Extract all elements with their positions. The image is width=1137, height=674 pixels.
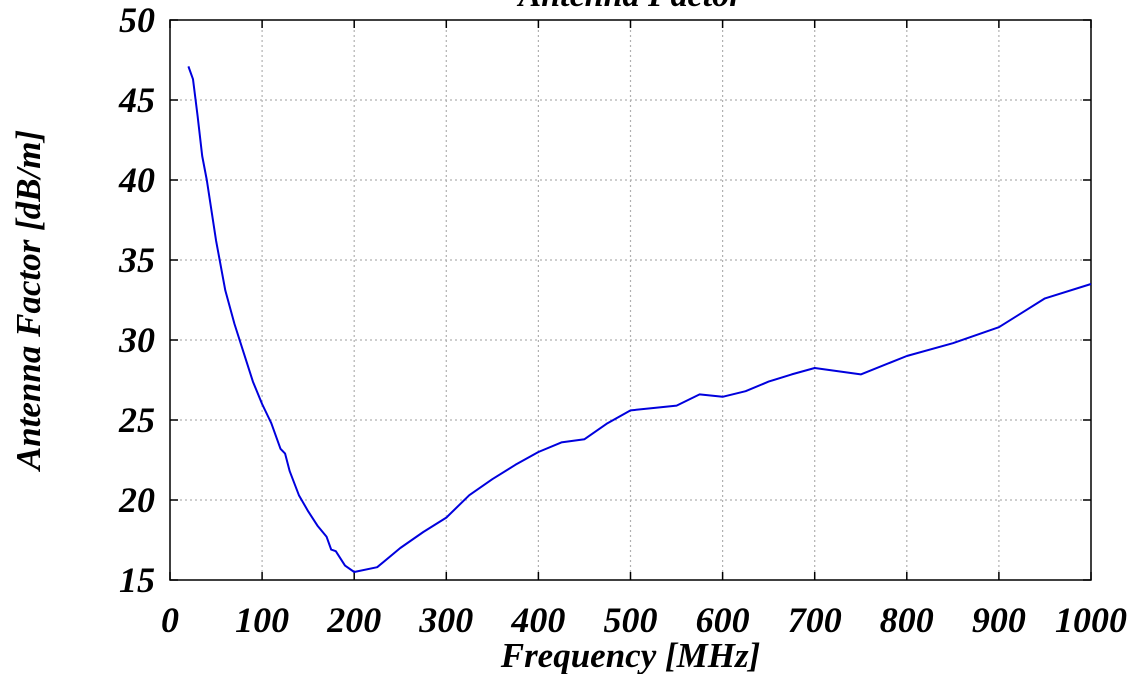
y-tick-label: 15 xyxy=(119,560,155,600)
x-tick-label: 400 xyxy=(510,600,565,640)
y-tick-label: 20 xyxy=(118,480,155,520)
y-tick-label: 40 xyxy=(118,160,155,200)
y-tick-label: 30 xyxy=(118,320,155,360)
y-tick-label: 45 xyxy=(118,80,155,120)
antenna-factor-line xyxy=(187,66,1092,573)
x-tick-label: 0 xyxy=(161,600,179,640)
grid-layer xyxy=(170,20,1091,580)
x-tick-label: 500 xyxy=(604,600,658,640)
x-tick-label: 200 xyxy=(326,600,381,640)
y-tick-label: 35 xyxy=(118,240,155,280)
x-tick-label: 900 xyxy=(972,600,1026,640)
x-tick-label: 100 xyxy=(235,600,289,640)
y-axis-title: Antenna Factor [dB/m] xyxy=(9,130,48,472)
y-tick-label: 50 xyxy=(119,0,155,40)
y-tick-label: 25 xyxy=(118,400,155,440)
x-axis-title: Frequency [MHz] xyxy=(500,636,761,674)
label-layer: 0 100 200 300 400 500 600 700 800 900 1000 15 20 25 30… xyxy=(118,0,1127,640)
tick-layer xyxy=(169,19,1092,581)
x-tick-label: 700 xyxy=(788,600,842,640)
series-layer xyxy=(187,66,1092,573)
x-tick-label: 300 xyxy=(418,600,473,640)
x-tick-label: 1000 xyxy=(1055,600,1127,640)
x-tick-label: 600 xyxy=(696,600,750,640)
chart-title: Antenna Factor xyxy=(517,0,744,14)
x-tick-label: 800 xyxy=(880,600,934,640)
